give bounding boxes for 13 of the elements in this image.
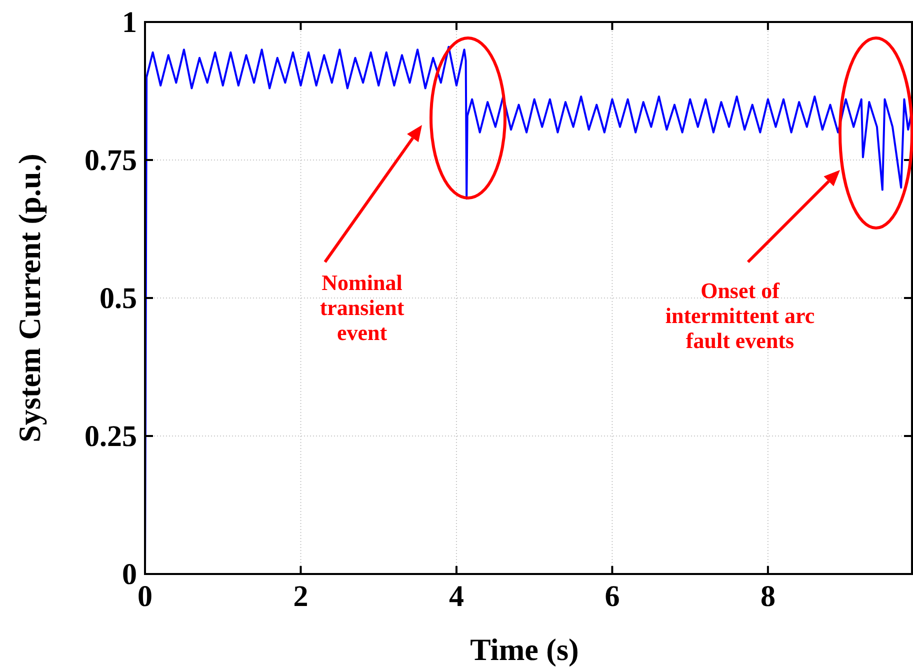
annotation: Nominal transient event: [320, 270, 405, 345]
y-axis-title: System Current (p.u.): [12, 154, 47, 442]
y-tick-label: 0.75: [84, 144, 137, 177]
y-tick-label: 1: [122, 6, 137, 39]
x-axis-title: Time (s): [470, 632, 579, 667]
x-tick-label: 4: [448, 580, 464, 613]
y-tick-label: 0.5: [100, 282, 137, 315]
x-tick-label: 2: [293, 580, 308, 613]
y-tick-label: 0.25: [84, 420, 137, 453]
annotation: Onset of intermittent arc fault events: [665, 278, 815, 353]
y-tick-label: 0: [122, 558, 137, 591]
x-tick-label: 8: [760, 580, 776, 613]
x-tick-label: 6: [604, 580, 620, 613]
